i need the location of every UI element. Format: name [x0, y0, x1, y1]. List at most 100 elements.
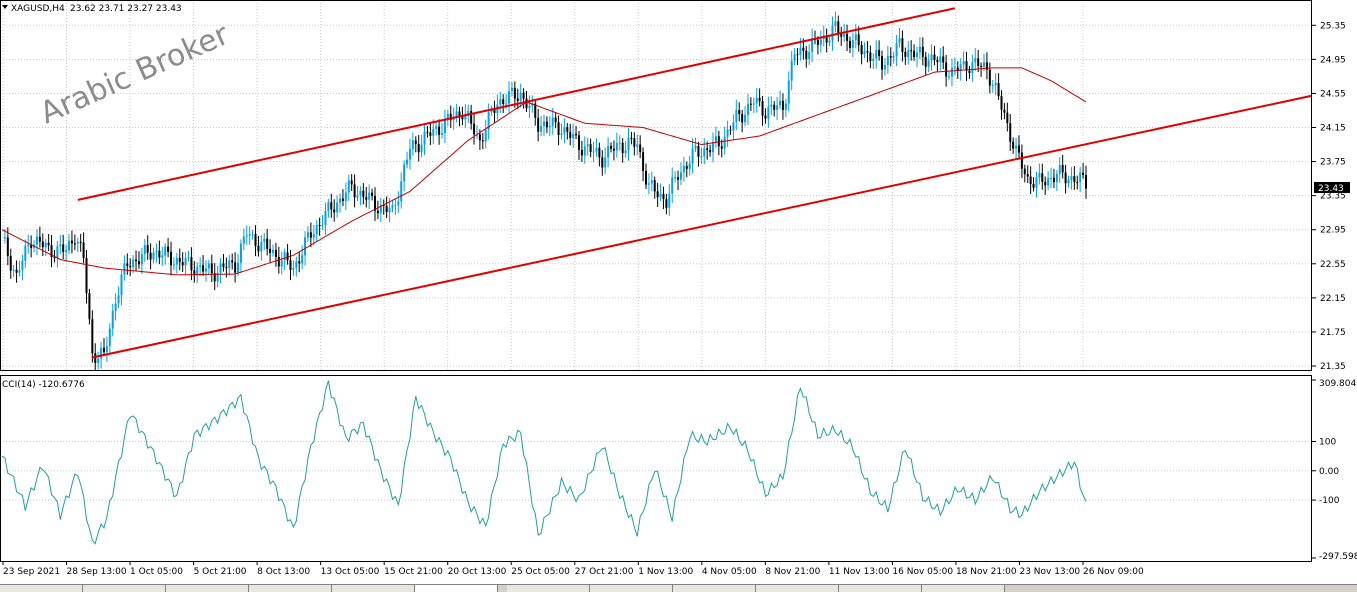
candle-body [1017, 145, 1020, 153]
candle-body [968, 70, 971, 73]
candle-body [1070, 176, 1073, 181]
candle-body [834, 21, 837, 26]
time-tick-label: 4 Nov 05:00 [702, 567, 757, 577]
candle-body [656, 191, 659, 198]
symbol-tab[interactable] [922, 585, 1005, 592]
candle-body [266, 238, 269, 249]
candle-body [56, 246, 59, 258]
candle-body [799, 47, 802, 55]
candle-body [155, 250, 158, 253]
candle-body [659, 193, 662, 198]
candle-body [746, 103, 749, 115]
candle-body [714, 136, 717, 142]
candle-body [892, 55, 895, 58]
channel-trendline[interactable] [77, 7, 956, 201]
candle-body [732, 122, 735, 131]
candle-body [397, 201, 400, 206]
symbol-tab[interactable] [590, 585, 673, 592]
candle-body [449, 113, 452, 121]
candle-body [423, 131, 426, 145]
channel-trendline[interactable] [92, 89, 1342, 359]
candle-body [202, 265, 205, 272]
symbol-tab[interactable] [839, 585, 922, 592]
candle-body [927, 60, 930, 67]
symbol-tab[interactable] [756, 585, 839, 592]
candle-body [429, 132, 432, 136]
candle-body [685, 165, 688, 169]
candle-body [956, 67, 959, 72]
candle-body [137, 261, 140, 265]
candle-body [470, 110, 473, 124]
candle-body [950, 67, 953, 77]
candle-body [1020, 152, 1023, 169]
candle-body [213, 273, 216, 282]
candle-body [674, 177, 677, 179]
candle-body [435, 126, 438, 129]
symbol-tab[interactable] [332, 585, 415, 592]
candle-body [167, 246, 170, 252]
time-tick-label: 13 Oct 05:00 [321, 567, 380, 577]
time-tick-label: 1 Oct 05:00 [130, 567, 183, 577]
candle-body [120, 274, 123, 296]
symbol-tab[interactable] [673, 585, 756, 592]
candle-body [924, 56, 927, 67]
candle-body [222, 263, 225, 268]
candle-body [1067, 180, 1070, 184]
symbol-tab[interactable] [249, 585, 332, 592]
candle-body [117, 295, 120, 304]
candle-body [149, 252, 152, 260]
candle-body [24, 245, 27, 261]
candle-body [455, 111, 458, 118]
candle-body [840, 33, 843, 37]
candle-body [901, 38, 904, 52]
candle-body [336, 202, 339, 213]
candle-body [82, 242, 85, 259]
symbol-tab[interactable] [415, 585, 498, 592]
symbol-tab[interactable] [83, 585, 166, 592]
candle-body [915, 52, 918, 58]
candle-body [102, 347, 105, 353]
candle-body [21, 260, 24, 271]
candle-body [467, 110, 470, 115]
candle-body [391, 205, 394, 208]
candle-body [598, 147, 601, 158]
candle-body [1085, 175, 1087, 189]
candle-body [324, 211, 327, 226]
candle-body [633, 138, 636, 147]
candle-body [502, 99, 505, 104]
candle-body [878, 49, 881, 57]
candle-body [1009, 123, 1012, 142]
symbol-tab[interactable] [166, 585, 249, 592]
candle-body [881, 56, 884, 70]
candle-body [146, 245, 149, 253]
candle-body [642, 152, 645, 171]
candle-body [907, 50, 910, 58]
cci-tick-label: -297.598 [1319, 552, 1357, 562]
candle-body [805, 50, 808, 59]
symbol-tab[interactable] [507, 585, 590, 592]
candle-body [790, 60, 793, 81]
time-tick-label: 18 Nov 21:00 [956, 567, 1017, 577]
candle-body [132, 259, 135, 268]
candle-body [68, 240, 71, 251]
candle-body [886, 56, 889, 65]
candle-body [994, 82, 997, 86]
candle-body [557, 122, 560, 136]
candle-body [478, 134, 481, 141]
candle-body [181, 261, 184, 266]
time-tick-label: 25 Oct 05:00 [511, 567, 570, 577]
channel-lines[interactable] [77, 7, 1343, 359]
candle-body [245, 235, 248, 237]
candle-body [729, 129, 732, 131]
cci-pane-frame [0, 375, 1312, 562]
candle-body [636, 144, 639, 147]
candle-body [207, 263, 210, 269]
cci-tick-label: 100 [1319, 437, 1336, 447]
symbol-tab[interactable] [0, 585, 83, 592]
candle-body [939, 56, 942, 63]
candle-body [487, 111, 490, 130]
chevron-down-icon[interactable] [2, 5, 8, 9]
candle-body [76, 241, 79, 244]
